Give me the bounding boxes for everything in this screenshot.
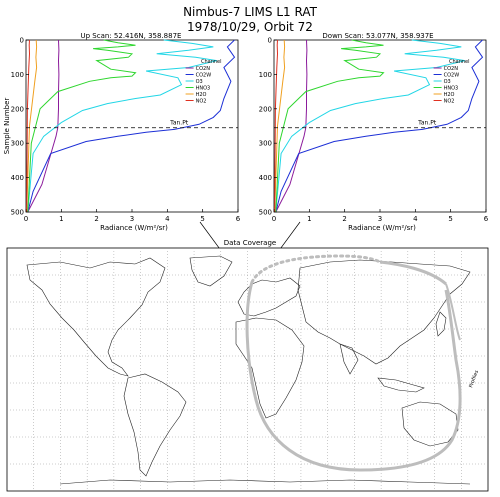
orbit-track-north-solid: [379, 260, 447, 286]
y-tick-label: 400: [11, 174, 24, 182]
greenland-outline: [189, 255, 233, 287]
chart-title: Up Scan: 52.416N, 358.887E: [81, 32, 182, 40]
y-tick-label: 500: [11, 209, 24, 217]
legend-item: CO2W: [196, 73, 212, 79]
legend-item: H2O: [196, 92, 207, 98]
orbit-track-ascending: [445, 283, 461, 341]
down-scan-chart: Down Scan: 53.077N, 358.937E 0 1 2 3 4 5 6 0 100…: [259, 32, 489, 232]
asia-outline: [297, 259, 471, 365]
series-layer: [26, 39, 236, 213]
series-line-h2o: [26, 39, 38, 213]
legend-item: NO2: [196, 99, 207, 105]
south-america-outline: [123, 373, 187, 477]
legend-item: HNO3: [196, 86, 211, 92]
legend-item: CO2N: [444, 66, 459, 72]
series-line-co2n: [27, 39, 60, 213]
y-tick-label: 100: [259, 71, 272, 79]
legend-title: Channel: [201, 59, 222, 65]
y-tick-label: 300: [259, 140, 272, 148]
x-tick-label: 6: [484, 215, 489, 223]
tangent-point-label: Tan.Pt: [417, 120, 437, 127]
y-tick-label: 100: [11, 71, 24, 79]
x-tick-label: 0: [24, 215, 28, 223]
orbit-track-loop: [245, 281, 462, 472]
x-tick-label: 5: [448, 215, 452, 223]
tangent-point-label: Tan.Pt: [169, 120, 189, 127]
series-line-o3: [275, 39, 465, 213]
y-tick-label: 200: [11, 105, 24, 113]
x-tick-label: 2: [342, 215, 346, 223]
y-tick-label: 400: [259, 174, 272, 182]
series-layer: [274, 39, 484, 213]
y-tick-label: 0: [268, 37, 272, 45]
y-tick-label: 200: [259, 105, 272, 113]
series-line-no2: [26, 39, 31, 213]
x-tick-label: 0: [272, 215, 276, 223]
legend-item: O3: [196, 79, 203, 85]
x-tick-label: 3: [130, 215, 134, 223]
orbit-track-north-dotted: [250, 254, 382, 284]
figure-subtitle: 1978/10/29, Orbit 72: [187, 20, 313, 34]
x-tick-label: 1: [59, 215, 63, 223]
y-tick-label: 300: [11, 140, 24, 148]
ticks-layer: 0 1 2 3 4 5 6 0 100 200 300 400 500: [11, 37, 241, 224]
x-axis-label: Radiance (W/m²/sr): [100, 224, 168, 232]
series-line-o3: [27, 39, 217, 213]
indonesia-outline: [377, 377, 425, 393]
series-line-co2w: [27, 39, 236, 213]
map-title: Data Coverage: [224, 239, 276, 247]
figure-title: Nimbus-7 LIMS L1 RAT: [183, 5, 318, 19]
series-line-h2o: [274, 39, 286, 213]
north-america-outline: [26, 257, 166, 377]
legend-item: H2O: [444, 92, 455, 98]
legend-item: HNO3: [444, 86, 459, 92]
chart-title: Down Scan: 53.077N, 358.937E: [322, 32, 433, 40]
legend-item: CO2W: [444, 73, 460, 79]
up-scan-chart: Up Scan: 52.416N, 358.887E 0 1 2 3 4 5 6 0 100 20…: [3, 32, 241, 232]
x-tick-label: 3: [378, 215, 382, 223]
x-tick-label: 4: [165, 215, 170, 223]
x-tick-label: 4: [413, 215, 418, 223]
series-line-co2n: [275, 39, 308, 213]
x-axis-label: Radiance (W/m²/sr): [348, 224, 416, 232]
x-tick-label: 6: [236, 215, 241, 223]
y-axis-label: Sample Number: [3, 98, 11, 155]
india-outline: [339, 343, 359, 375]
series-line-co2w: [275, 39, 484, 213]
japan-outline: [435, 311, 447, 337]
legend-item: O3: [444, 79, 451, 85]
x-tick-label: 5: [200, 215, 204, 223]
ticks-layer: 0 1 2 3 4 5 6 0 100 200 300 400 500: [259, 37, 489, 224]
orbit-label: Profiles: [468, 369, 480, 388]
coverage-map: Profiles: [6, 247, 489, 492]
x-tick-label: 1: [307, 215, 311, 223]
series-line-hno3: [275, 39, 385, 213]
x-tick-label: 2: [94, 215, 98, 223]
legend-item: CO2N: [196, 66, 211, 72]
y-tick-label: 500: [259, 209, 272, 217]
legend-item: NO2: [444, 99, 455, 105]
antarctica-outline: [59, 479, 471, 485]
orbit-track: [245, 254, 462, 472]
series-line-no2: [274, 39, 279, 213]
series-line-hno3: [27, 39, 137, 213]
legend-title: Channel: [449, 59, 470, 65]
y-tick-label: 0: [20, 37, 24, 45]
